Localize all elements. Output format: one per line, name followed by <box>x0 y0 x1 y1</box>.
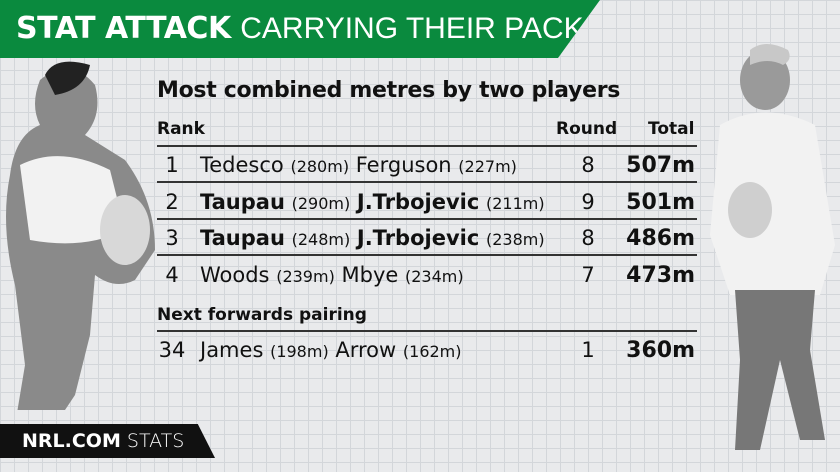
total: 360m <box>626 338 695 363</box>
brand: STAT ATTACK <box>16 11 231 46</box>
rank: 1 <box>165 153 179 177</box>
player-left-image <box>6 61 155 410</box>
column-header: Round <box>556 119 618 139</box>
rank: 2 <box>165 189 179 214</box>
players: Taupau (290m) J.Trbojevic (211m) <box>200 190 545 214</box>
section-rule <box>157 330 697 332</box>
player-metres: (211m) <box>485 193 545 213</box>
player-name: Taupau <box>200 226 285 250</box>
players: Woods (239m) Mbye (234m) <box>200 263 464 287</box>
player-metres: (239m) <box>276 266 335 286</box>
round: 7 <box>581 262 595 287</box>
players: Taupau (248m) J.Trbojevic (238m) <box>200 226 545 250</box>
player-name: Arrow <box>335 338 397 362</box>
table-row: 34 James (198m) Arrow (162m) 1 360m <box>157 332 697 368</box>
players: Tedesco (280m) Ferguson (227m) <box>200 153 517 177</box>
player-name: Taupau <box>200 189 285 214</box>
players: James (198m) Arrow (162m) <box>200 338 462 362</box>
player-metres: (234m) <box>404 266 464 286</box>
player-metres: (280m) <box>290 157 350 176</box>
table-row: 4 Woods (239m) Mbye (234m) 7 473m <box>157 257 697 293</box>
player-name: Ferguson <box>355 153 452 177</box>
footer-brand: NRL.COM <box>22 430 121 452</box>
player-name: J.Trbojevic <box>356 226 480 250</box>
total: 473m <box>626 262 695 288</box>
table-row: 2 Taupau (290m) J.Trbojevic (211m) 9 501m <box>157 184 697 220</box>
table-row: 3 Taupau (248m) J.Trbojevic (238m) 8 486m <box>157 220 697 256</box>
total: 501m <box>626 189 695 215</box>
player-right-image <box>710 44 835 450</box>
rank: 34 <box>158 338 186 362</box>
rank: 4 <box>165 262 179 287</box>
player-metres: (238m) <box>485 230 545 249</box>
player-metres: (248m) <box>291 230 351 249</box>
player-name: Woods <box>200 262 270 287</box>
player-metres: (290m) <box>291 193 351 213</box>
column-header: Total <box>648 119 695 139</box>
round: 8 <box>581 226 595 250</box>
player-name: J.Trbojevic <box>356 189 480 214</box>
header-rule <box>157 145 697 147</box>
player-name: Mbye <box>341 262 399 287</box>
player-name: James <box>200 338 264 362</box>
player-metres: (198m) <box>270 342 329 361</box>
player-metres: (227m) <box>458 157 517 176</box>
header-title: CARRYING THEIR PACK <box>240 12 584 45</box>
column-header: Rank <box>157 119 205 139</box>
round: 8 <box>581 153 595 177</box>
player-name: Tedesco <box>200 153 284 177</box>
section-label: Next forwards pairing <box>157 305 367 325</box>
rank: 3 <box>165 226 179 250</box>
total: 486m <box>626 226 695 251</box>
footer-label: STATS <box>126 430 185 452</box>
header-banner: STAT ATTACK CARRYING THEIR PACK <box>0 0 600 58</box>
table-row: 1 Tedesco (280m) Ferguson (227m) 8 507m <box>157 147 697 183</box>
player-metres: (162m) <box>402 342 462 361</box>
total: 507m <box>626 153 695 178</box>
table-title: Most combined metres by two players <box>157 78 621 103</box>
footer-banner: NRL.COM STATS <box>0 424 215 458</box>
round: 9 <box>581 189 595 214</box>
round: 1 <box>581 338 595 362</box>
